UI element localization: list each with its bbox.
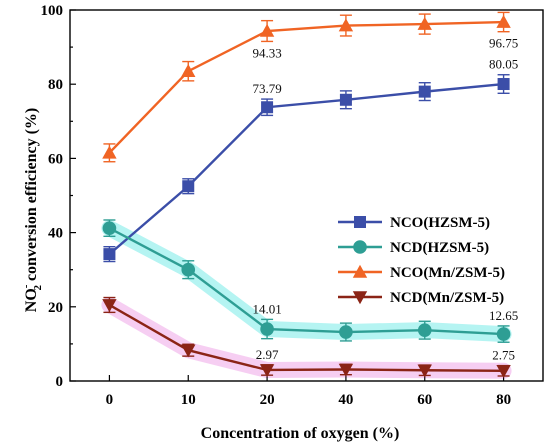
- data-label: 96.75: [489, 36, 518, 51]
- data-point: [497, 78, 510, 91]
- legend-label: NCD(HZSM-5): [390, 240, 489, 256]
- series-3: [102, 296, 511, 378]
- data-label: 14.01: [252, 301, 281, 316]
- x-tick-label: 80: [496, 392, 511, 408]
- legend-label: NCD(Mn/ZSM-5): [390, 290, 504, 306]
- y-tick-label: 0: [56, 374, 64, 390]
- series-line: [108, 227, 504, 336]
- data-label: 2.97: [256, 347, 279, 362]
- x-tick-label: 40: [338, 392, 353, 408]
- legend-label: NCO(Mn/ZSM-5): [390, 265, 505, 281]
- legend: NCO(HZSM-5) NCD(HZSM-5) NCO(Mn/ZSM-5) NCD(M…: [338, 215, 505, 306]
- data-labels: 73.79 80.05 94.33 96.75 14.01 12.65 2.97 2.75: [252, 36, 518, 363]
- data-point: [259, 364, 275, 378]
- data-point: [496, 327, 511, 341]
- plot-axes: 0 20 40 60 80 100 0 10 20 40 60 80: [41, 3, 544, 408]
- data-point: [496, 14, 511, 28]
- data-label: 2.75: [492, 348, 515, 363]
- x-axis-title: Concentration of oxygen (%): [201, 425, 400, 442]
- data-point: [417, 16, 432, 30]
- y-axis-title-sup: -: [20, 284, 32, 288]
- legend-marker: [353, 240, 367, 254]
- x-tick-label: 60: [417, 392, 432, 408]
- data-point: [496, 365, 511, 378]
- data-point: [181, 64, 196, 77]
- data-point: [418, 85, 431, 98]
- series-line: [108, 82, 504, 256]
- data-label: 94.33: [252, 45, 281, 60]
- series-layer: [102, 11, 511, 378]
- y-tick-label: 80: [48, 77, 63, 93]
- data-point: [417, 364, 432, 378]
- data-label: 73.79: [252, 81, 281, 96]
- y-axis-title-suffix: conversion efficiency (%): [23, 108, 40, 285]
- series-1: [102, 219, 511, 343]
- series-0: [103, 74, 510, 263]
- y-tick-label: 20: [48, 300, 63, 316]
- data-point: [102, 221, 117, 235]
- data-point: [339, 325, 353, 339]
- data-label: 12.65: [489, 308, 518, 323]
- x-tick-label: 20: [260, 392, 275, 408]
- data-point: [181, 344, 196, 358]
- series-2: [102, 11, 511, 163]
- data-point: [260, 322, 274, 336]
- data-point: [181, 262, 196, 277]
- x-tick-label: 0: [106, 392, 114, 408]
- data-point: [102, 145, 117, 159]
- legend-label: NCO(HZSM-5): [390, 215, 490, 231]
- y-tick-label: 40: [48, 226, 63, 242]
- legend-marker: [354, 216, 366, 228]
- y-axis-title: NO-2 conversion efficiency (%): [20, 108, 44, 312]
- data-point: [338, 18, 354, 32]
- data-point: [338, 363, 354, 377]
- x-tick-label: 10: [181, 392, 196, 408]
- legend-entry: NCD(HZSM-5): [338, 240, 489, 256]
- data-label: 80.05: [489, 57, 518, 72]
- data-point: [182, 180, 195, 193]
- data-point: [259, 23, 275, 37]
- legend-marker: [352, 264, 368, 278]
- data-point: [102, 299, 117, 313]
- legend-marker: [352, 291, 368, 305]
- y-axis-title-sub: 2: [32, 285, 44, 291]
- legend-entry: NCO(Mn/ZSM-5): [338, 264, 505, 281]
- series-line: [108, 20, 504, 154]
- legend-entry: NCD(Mn/ZSM-5): [338, 290, 504, 306]
- data-point: [417, 323, 432, 337]
- legend-entry: NCO(HZSM-5): [338, 215, 490, 231]
- y-tick-label: 60: [48, 151, 63, 167]
- y-axis-title-prefix: NO: [23, 288, 40, 312]
- series-line: [108, 303, 504, 372]
- data-point: [261, 101, 274, 114]
- y-tick-label: 100: [41, 3, 64, 19]
- data-point: [103, 248, 116, 261]
- data-point: [339, 93, 352, 106]
